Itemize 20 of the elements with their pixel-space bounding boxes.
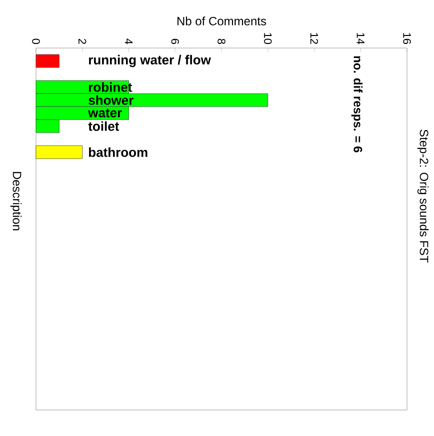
x-tick-label: 2 (78, 38, 86, 44)
x-tick-label: 6 (171, 38, 180, 44)
bar (36, 145, 83, 159)
x-tick-label: 12 (310, 33, 318, 44)
y-axis-title: Description (10, 172, 22, 230)
x-tick-label: 16 (403, 33, 411, 44)
x-tick-label: 0 (32, 38, 40, 44)
y-tick-label: toilet (88, 121, 120, 131)
y-tick-label: running water / flow (89, 54, 211, 68)
text: Step-2: Orig sounds FST (417, 130, 429, 263)
y-tick-label: water (88, 108, 122, 118)
y-tick-label: bathroom (89, 147, 148, 157)
x-tick-label: 4 (124, 38, 133, 44)
x-tick-label: 14 (356, 33, 364, 44)
bar (36, 54, 60, 68)
x-axis-title: Nb of Comments (177, 16, 266, 26)
x-tick-label: 8 (218, 38, 226, 44)
y-tick-label: shower (88, 95, 134, 105)
x-tick-label: 10 (264, 33, 272, 44)
annotation: no. dif resps. = 6 (351, 56, 363, 152)
